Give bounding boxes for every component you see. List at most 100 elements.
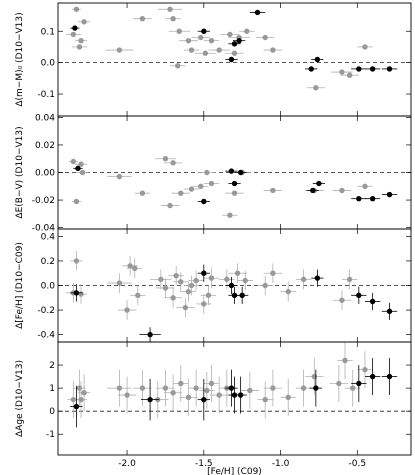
data-point-grey (182, 304, 189, 311)
data-point-black (314, 56, 321, 63)
data-point-black (231, 180, 238, 187)
data-point-black (228, 56, 235, 63)
x-tick-label: -2.0 (118, 459, 136, 469)
data-point-grey (231, 190, 238, 196)
y-tick-label: 0 (49, 407, 55, 417)
data-point-grey (70, 31, 77, 38)
y-tick-label: 0.00 (35, 169, 55, 179)
data-point-black (237, 169, 244, 176)
data-point-black (314, 275, 321, 281)
data-point-grey (208, 380, 215, 387)
data-point-grey (270, 385, 276, 391)
data-point-grey (135, 292, 141, 299)
data-point-grey (285, 394, 291, 401)
data-point-grey (262, 396, 268, 403)
data-point-grey (362, 44, 368, 50)
data-point-black (147, 331, 153, 338)
y-axis-label: ΔE(B−V) (D10−V13) (15, 126, 25, 218)
data-point-grey (244, 28, 250, 34)
data-point-grey (198, 34, 204, 41)
data-point-grey (339, 69, 345, 75)
data-point-black (369, 373, 376, 380)
data-point-grey (78, 291, 84, 297)
data-point-black (231, 292, 238, 299)
data-point-grey (208, 180, 215, 187)
y-tick-label: 2 (49, 361, 55, 371)
data-point-grey (81, 19, 87, 25)
data-point-grey (198, 183, 204, 189)
data-point-grey (176, 28, 182, 34)
x-axis-label: [Fe/H] (C09) (207, 467, 262, 475)
data-point-grey (216, 392, 222, 398)
data-point-grey (132, 265, 138, 272)
data-point-black (356, 66, 362, 72)
data-point-grey (231, 50, 238, 56)
data-point-black (237, 392, 244, 398)
data-point-black (386, 191, 393, 198)
data-point-grey (339, 297, 345, 303)
data-point-black (228, 282, 235, 289)
data-point-grey (116, 47, 123, 53)
data-point-grey (336, 380, 342, 387)
data-point-grey (73, 258, 80, 264)
data-points (67, 342, 398, 428)
data-point-black (316, 180, 322, 187)
data-points (65, 6, 398, 91)
data-point-grey (262, 282, 268, 289)
data-point-grey (178, 279, 184, 285)
data-point-black (231, 41, 238, 47)
x-tick-label: -1.5 (195, 459, 213, 469)
data-point-grey (270, 270, 276, 276)
data-point-black (356, 292, 362, 299)
data-point-black (228, 385, 235, 391)
data-point-black (201, 396, 207, 403)
data-point-grey (204, 387, 210, 394)
data-point-grey (185, 288, 192, 295)
data-point-grey (78, 161, 84, 167)
data-point-black (369, 195, 376, 202)
data-point-grey (73, 6, 80, 12)
data-point-grey (78, 396, 84, 403)
data-point-grey (162, 385, 169, 391)
data-point-black (201, 28, 207, 34)
y-tick-label: -0.4 (37, 331, 55, 341)
panel-reddening: -0.04 -0.02 0.00 0.02 0.04 ΔE(B−V) (D10−V13) (15, 113, 412, 234)
data-point-grey (188, 186, 195, 192)
data-point-grey (170, 390, 176, 396)
data-point-grey (227, 31, 233, 38)
y-tick-label: 0.1 (41, 27, 55, 37)
y-tick-label: 1 (49, 384, 55, 394)
data-point-grey (346, 72, 353, 78)
data-point-grey (139, 15, 146, 22)
data-point-black (369, 298, 376, 305)
y-tick-label: 0.04 (35, 113, 55, 123)
data-point-grey (170, 295, 176, 301)
data-point-grey (224, 276, 230, 283)
data-point-grey (116, 280, 123, 286)
data-point-black (236, 37, 242, 44)
data-point-grey (227, 212, 233, 218)
data-points (65, 251, 398, 342)
data-point-grey (313, 85, 319, 91)
data-point-grey (300, 385, 307, 391)
y-tick-label: -0.1 (37, 90, 55, 100)
y-axis-label: Δ[Fe/H] (D10−C09) (15, 242, 25, 329)
data-point-black (73, 290, 80, 296)
data-point-black (356, 195, 362, 202)
data-point-grey (139, 190, 146, 196)
panel-metallicity: -0.4 -0.2 0.0 0.2 0.4 Δ[Fe/H] (D10−C09) (15, 228, 412, 343)
data-point-grey (202, 50, 209, 56)
data-point-grey (270, 47, 276, 53)
y-tick-label: -1 (46, 430, 55, 440)
data-point-grey (116, 173, 123, 180)
data-point-black (73, 403, 80, 410)
data-point-black (228, 168, 235, 174)
data-point-grey (70, 396, 77, 403)
data-point-black (147, 396, 153, 403)
data-point-grey (185, 394, 192, 401)
data-point-black (239, 292, 245, 299)
data-point-grey (204, 169, 210, 176)
panel-age: -1 0 1 2 -2.0 -1.5 -1.0 -0.5 ΔAge (D10−V13) [Fe/H… (15, 341, 412, 475)
